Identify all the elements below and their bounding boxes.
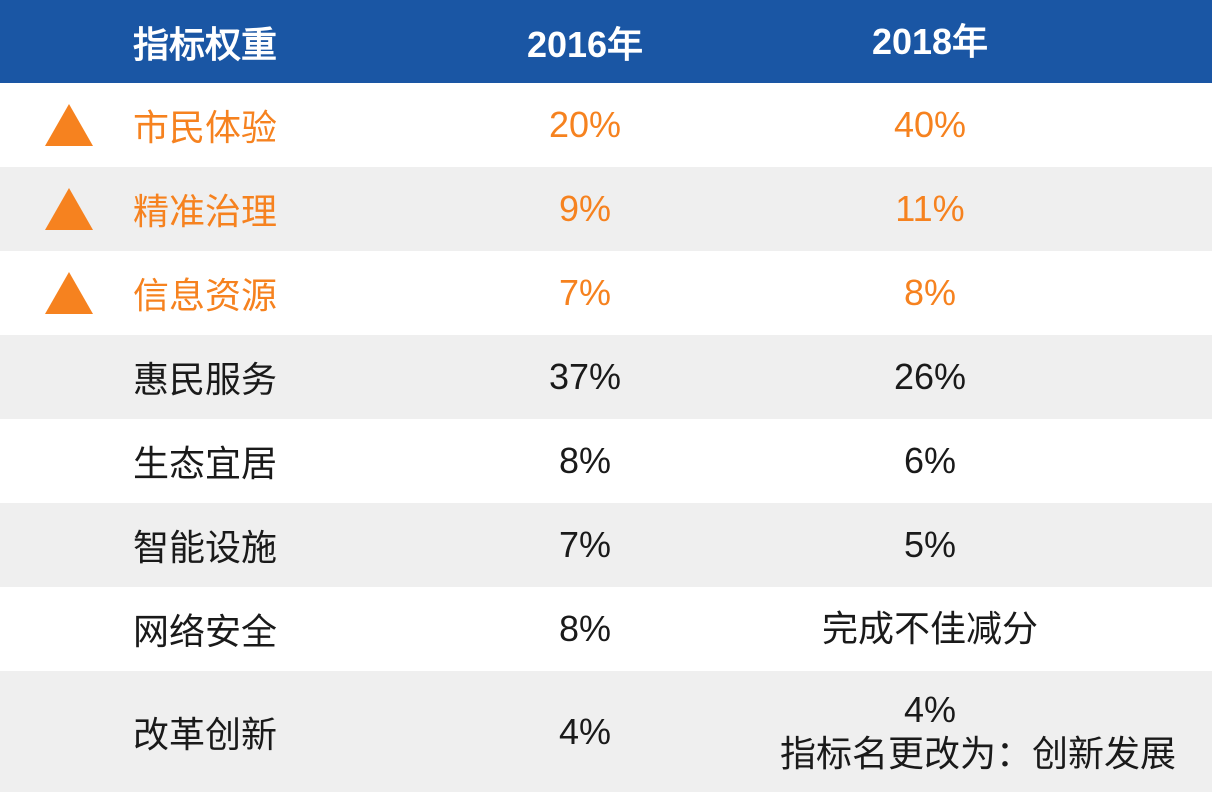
table-header-row: 指标权重 2016年 2018年	[0, 0, 1212, 83]
value-2016-cell: 4%	[558, 710, 612, 752]
triangle-up-icon	[45, 272, 93, 314]
indicator-label: 生态宜居	[133, 443, 278, 484]
indicator-name-cell: 市民体验	[0, 99, 390, 151]
value-2018-cell: 8%	[780, 271, 1080, 315]
indicator-name-cell: 惠民服务	[0, 351, 390, 403]
value-2018-cell: 5%	[780, 523, 1080, 567]
table-row: 信息资源 7% 8%	[0, 251, 1212, 335]
value-2016-cell: 8%	[558, 440, 612, 481]
indicator-label: 信息资源	[133, 275, 278, 316]
header-indicator-weight: 指标权重	[133, 23, 278, 65]
value-2018-main: 完成不佳减分	[821, 608, 1038, 650]
value-2016-cell: 20%	[548, 104, 622, 145]
header-year-2018: 2018年	[871, 20, 989, 62]
value-2018-main: 5%	[903, 524, 957, 566]
triangle-up-icon	[45, 188, 93, 230]
value-2018-main: 40%	[893, 104, 967, 146]
table-row: 网络安全 8% 完成不佳减分	[0, 587, 1212, 671]
table-row: 精准治理 9% 11%	[0, 167, 1212, 251]
table-row: 生态宜居 8% 6%	[0, 419, 1212, 503]
value-2016-cell: 8%	[558, 608, 612, 649]
indicator-name-cell: 智能设施	[0, 519, 390, 571]
indicator-label: 精准治理	[133, 191, 278, 232]
indicator-name-cell: 网络安全	[0, 603, 390, 655]
indicator-label: 改革创新	[133, 713, 278, 755]
indicator-name-cell: 改革创新	[0, 706, 390, 758]
value-2018-cell: 4% 指标名更改为：创新发展	[780, 688, 1177, 776]
value-2018-main: 26%	[893, 356, 967, 398]
table-row: 惠民服务 37% 26%	[0, 335, 1212, 419]
table-row: 智能设施 7% 5%	[0, 503, 1212, 587]
value-2016-cell: 7%	[558, 272, 612, 313]
indicator-label: 市民体验	[133, 107, 278, 148]
value-2018-main: 6%	[903, 440, 957, 482]
value-2016-cell: 7%	[558, 524, 612, 565]
value-2016-cell: 9%	[558, 188, 612, 229]
indicator-name-cell: 信息资源	[0, 267, 390, 319]
value-2018-main: 4%	[903, 688, 957, 730]
value-2018-cell: 26%	[780, 355, 1080, 399]
value-2018-cell: 40%	[780, 103, 1080, 147]
indicator-label: 惠民服务	[133, 359, 278, 400]
indicator-label: 智能设施	[133, 527, 278, 568]
value-2018-cell: 11%	[780, 187, 1080, 231]
value-2018-main: 8%	[903, 272, 957, 314]
value-2018-note: 指标名更改为：创新发展	[780, 732, 1177, 774]
value-2018-cell: 6%	[780, 439, 1080, 483]
indicator-name-cell: 精准治理	[0, 183, 390, 235]
value-2018-main: 11%	[895, 188, 965, 230]
value-2016-cell: 37%	[548, 356, 622, 397]
table-row: 市民体验 20% 40%	[0, 83, 1212, 167]
triangle-up-icon	[45, 104, 93, 146]
value-2018-cell: 完成不佳减分	[780, 607, 1080, 651]
indicator-name-cell: 生态宜居	[0, 435, 390, 487]
table-body: 市民体验 20% 40% 精准治理 9% 11% 信息资源 7% 8% 惠民服务 37% 26% 生态宜…	[0, 83, 1212, 792]
indicator-label: 网络安全	[133, 611, 278, 652]
table-row: 改革创新 4% 4% 指标名更改为：创新发展	[0, 671, 1212, 792]
header-year-2016: 2016年	[526, 23, 644, 65]
